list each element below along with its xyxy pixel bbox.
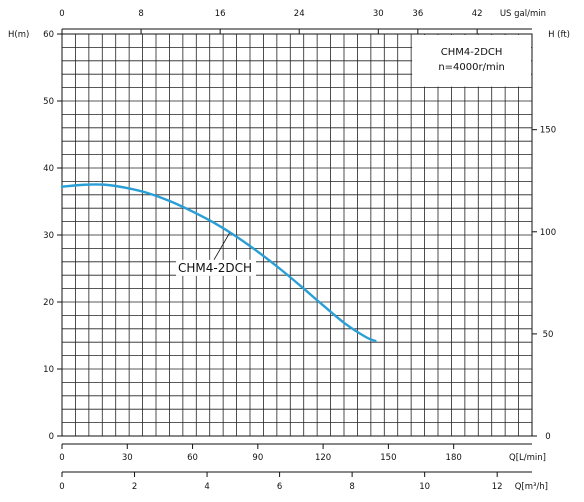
y-left-tick-label: 40 bbox=[43, 164, 54, 174]
x-bottom2-tick-label: 10 bbox=[419, 482, 430, 492]
x-top-axis-title: US gal/min bbox=[500, 9, 546, 19]
head-flow-curve bbox=[60, 183, 377, 343]
y-left-tick-label: 50 bbox=[43, 97, 54, 107]
model-label: CHM4-2DCH bbox=[441, 47, 503, 58]
x-bottom-tick-label: 180 bbox=[446, 453, 462, 463]
y-left-tick-label: 10 bbox=[43, 365, 54, 375]
x-bottom-axis-title: Q[L/min] bbox=[509, 453, 546, 463]
x-top-tick-label: 24 bbox=[294, 9, 305, 19]
x-bottom-tick-label: 90 bbox=[252, 453, 263, 463]
y-left-tick-label: 0 bbox=[49, 432, 54, 442]
x-top-tick-label: 42 bbox=[472, 9, 483, 19]
x-bottom2-tick-label: 2 bbox=[132, 482, 137, 492]
speed-label: n=4000r/min bbox=[438, 62, 505, 73]
x-top-tick-label: 8 bbox=[138, 9, 143, 19]
x-bottom2-axis-title: Q[m³/h] bbox=[515, 482, 548, 492]
series bbox=[60, 183, 377, 343]
x-bottom2-tick-label: 12 bbox=[492, 482, 503, 492]
x-bottom2-tick-label: 0 bbox=[59, 482, 64, 492]
y-right-tick-label: 0 bbox=[545, 432, 550, 442]
curve-label-leader bbox=[213, 232, 230, 261]
x-bottom2-tick-label: 6 bbox=[277, 482, 282, 492]
y-left-tick-label: 60 bbox=[43, 30, 54, 40]
y-left-axis-title: H(m) bbox=[8, 30, 29, 40]
x-top-tick-label: 16 bbox=[215, 9, 226, 19]
x-top-tick-label: 30 bbox=[373, 9, 384, 19]
y-right-tick-label: 50 bbox=[543, 330, 554, 340]
x-bottom2-tick-label: 4 bbox=[204, 482, 209, 492]
curve-label: CHM4-2DCH bbox=[178, 261, 252, 275]
y-right-axis-title: H (ft) bbox=[548, 30, 570, 40]
x-bottom-tick-label: 60 bbox=[187, 453, 198, 463]
y-right-tick-label: 150 bbox=[540, 126, 556, 136]
y-right-tick-label: 100 bbox=[540, 228, 556, 238]
curve-label-background bbox=[176, 259, 256, 276]
x-bottom-tick-label: 0 bbox=[59, 453, 64, 463]
x-bottom-tick-label: 120 bbox=[315, 453, 331, 463]
grid bbox=[61, 33, 533, 437]
y-left-tick-label: 30 bbox=[43, 231, 54, 241]
x-top-tick-label: 36 bbox=[412, 9, 423, 19]
x-top-tick-label: 0 bbox=[59, 9, 64, 19]
x-bottom-tick-label: 150 bbox=[380, 453, 396, 463]
x-bottom2-tick-label: 8 bbox=[349, 482, 354, 492]
x-bottom-tick-label: 30 bbox=[122, 453, 133, 463]
model-legend-box bbox=[412, 35, 531, 87]
y-left-tick-label: 20 bbox=[43, 298, 54, 308]
